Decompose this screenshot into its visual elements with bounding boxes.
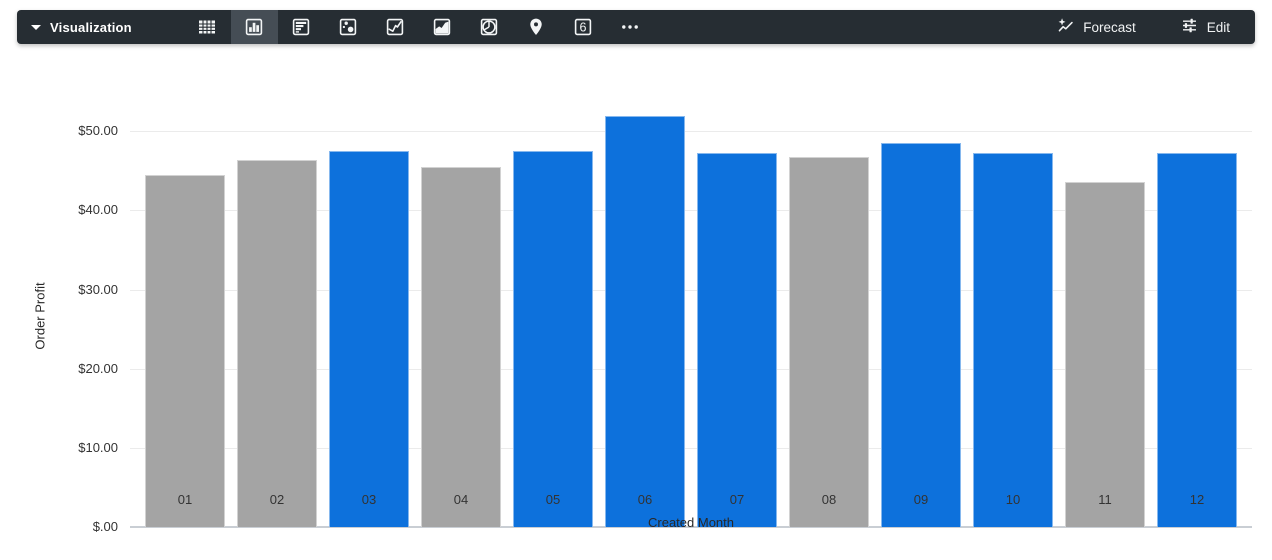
- viz-type-map-button[interactable]: [513, 10, 560, 44]
- gridline: [130, 368, 1252, 370]
- visualization-toolbar: Visualization 6 Forecast: [17, 10, 1255, 44]
- x-tick-label: 04: [453, 492, 469, 507]
- bar-10[interactable]: [973, 153, 1053, 527]
- x-tick-label: 09: [913, 492, 929, 507]
- single-value-icon: 6: [575, 18, 592, 36]
- bar-08[interactable]: [789, 157, 869, 527]
- viz-type-column-chart-button[interactable]: [230, 10, 278, 44]
- forecast-button[interactable]: Forecast: [1056, 10, 1136, 44]
- more-options-icon: [622, 25, 639, 29]
- forecast-label: Forecast: [1083, 19, 1136, 35]
- scatter-plot-icon: [340, 18, 357, 36]
- gridline: [130, 289, 1252, 291]
- viz-type-table-button[interactable]: [184, 10, 231, 44]
- x-axis-tick-labels: 01 02 03 04 05 06 07 08 09 10 11 12: [130, 492, 1252, 507]
- gridline: [130, 210, 1252, 212]
- table-icon: [199, 20, 216, 34]
- gridline: [130, 131, 1252, 133]
- x-tick-label: 10: [1005, 492, 1021, 507]
- viz-type-area-chart-button[interactable]: [419, 10, 466, 44]
- viz-type-bar-chart-button[interactable]: [278, 10, 325, 44]
- bar-02[interactable]: [237, 159, 317, 527]
- x-tick-label: 01: [177, 492, 193, 507]
- bar-11[interactable]: [1065, 181, 1145, 527]
- x-axis-line: [130, 526, 1252, 528]
- viz-type-buttons: 6: [184, 10, 654, 44]
- bar-01[interactable]: [145, 174, 225, 527]
- x-tick-label: 02: [269, 492, 285, 507]
- x-tick-label: 06: [637, 492, 653, 507]
- x-tick-label: 07: [729, 492, 745, 507]
- caret-down-icon: [31, 24, 41, 30]
- bar-03[interactable]: [329, 151, 409, 527]
- viz-type-pie-chart-button[interactable]: [466, 10, 513, 44]
- edit-label: Edit: [1206, 19, 1230, 35]
- svg-text:6: 6: [580, 21, 587, 35]
- viz-type-scatter-plot-button[interactable]: [325, 10, 372, 44]
- bar-04[interactable]: [421, 166, 501, 527]
- bar-series: [130, 106, 1252, 527]
- y-tick-label: $50.00: [78, 123, 118, 139]
- y-tick-label: $.00: [92, 519, 118, 534]
- x-tick-label: 05: [545, 492, 561, 507]
- viz-type-more-options-button[interactable]: [607, 10, 654, 44]
- viz-type-line-chart-button[interactable]: [372, 10, 419, 44]
- x-tick-label: 11: [1098, 492, 1112, 507]
- pie-chart-icon: [481, 18, 498, 36]
- toolbar-actions: Forecast Edit: [1056, 10, 1230, 44]
- bar-12[interactable]: [1157, 153, 1237, 527]
- plot-area: [130, 106, 1252, 528]
- viz-type-single-value-button[interactable]: 6: [560, 10, 607, 44]
- bar-07[interactable]: [697, 153, 777, 527]
- bar-chart-icon: [293, 18, 310, 36]
- bar-06[interactable]: [605, 115, 685, 527]
- column-chart: Order Profit $50.00 $40.00 $30.00 $20.00 $10…: [0, 44, 1272, 560]
- edit-settings-icon: [1180, 16, 1199, 38]
- y-tick-label: $40.00: [78, 202, 118, 218]
- forecast-icon: [1056, 16, 1075, 38]
- bar-09[interactable]: [881, 143, 961, 527]
- x-tick-label: 08: [821, 492, 837, 507]
- gridline: [130, 447, 1252, 449]
- x-axis-title: Created Month: [648, 515, 734, 530]
- column-chart-icon: [246, 18, 263, 36]
- y-tick-label: $30.00: [78, 281, 118, 297]
- area-chart-icon: [434, 18, 451, 36]
- bar-05[interactable]: [513, 151, 593, 527]
- visualization-collapse-button[interactable]: Visualization: [31, 10, 132, 44]
- edit-button[interactable]: Edit: [1180, 10, 1230, 44]
- line-chart-icon: [387, 18, 404, 36]
- y-tick-label: $20.00: [78, 360, 118, 376]
- x-tick-label: 12: [1189, 492, 1205, 507]
- map-icon: [530, 18, 543, 35]
- toolbar-title: Visualization: [50, 19, 132, 35]
- x-tick-label: 03: [361, 492, 377, 507]
- y-tick-label: $10.00: [78, 439, 118, 455]
